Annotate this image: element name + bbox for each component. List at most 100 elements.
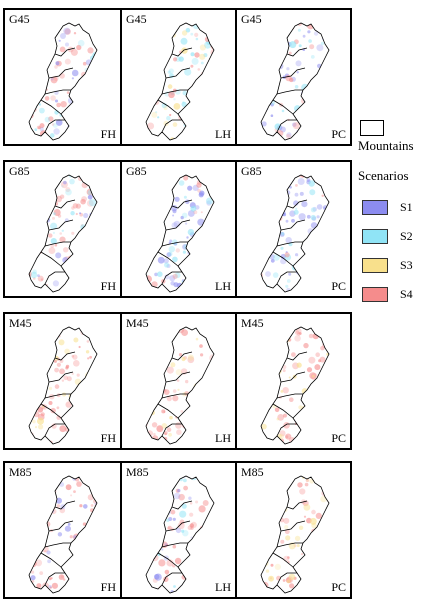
mountain-boundary (161, 423, 182, 437)
map-panel-g45-fh: G45 FH (5, 10, 120, 144)
map-panel-m45-pc: M45 PC (235, 314, 350, 448)
scenario-shading (29, 175, 97, 292)
mountain-boundary (161, 572, 182, 586)
period-label: PC (331, 279, 346, 293)
mountain-boundary (272, 251, 294, 267)
legend-label-s1: S1 (400, 200, 413, 214)
legend-item-s1: S1 (362, 200, 440, 216)
mountain-boundary (276, 119, 297, 133)
scenario-shading (29, 327, 97, 444)
legend-swatch-s1 (362, 200, 388, 215)
model-label: M45 (9, 316, 32, 330)
mountain-boundary (165, 520, 191, 532)
mountain-boundary (157, 403, 179, 419)
map-image (145, 475, 215, 594)
period-label: FH (100, 279, 116, 293)
mountain-boundary (171, 351, 193, 361)
mountain-outline (145, 22, 215, 141)
mountain-boundary (272, 403, 294, 419)
mountain-boundary (276, 271, 297, 285)
period-label: PC (331, 580, 346, 594)
model-label: G45 (9, 12, 30, 26)
period-label: LH (215, 580, 231, 594)
map-image (260, 326, 330, 445)
mountain-boundary (161, 119, 182, 133)
mountain-boundary (44, 89, 71, 95)
scenario-shading (261, 327, 329, 444)
mountains-label: Mountains (358, 138, 414, 153)
mountain-boundary (44, 423, 65, 437)
map-image (28, 174, 98, 293)
mountain-boundary (48, 371, 74, 383)
mountain-boundary (161, 89, 188, 95)
mountain-boundary (54, 199, 76, 209)
mountain-boundary (276, 89, 303, 95)
period-label: FH (100, 580, 116, 594)
mountain-boundary (272, 99, 294, 115)
model-label: G85 (126, 164, 147, 178)
model-label: G45 (241, 12, 262, 26)
legend-item-s4: S4 (362, 287, 440, 303)
mountain-boundary (171, 500, 193, 510)
model-label: G85 (9, 164, 30, 178)
period-label: FH (100, 127, 116, 141)
mountain-boundary (286, 500, 308, 510)
map-panel-g85-pc: G85 PC (235, 162, 350, 296)
mountain-boundary (48, 520, 74, 532)
map-image (28, 475, 98, 594)
scenario-shading (146, 175, 214, 292)
mountain-boundary (54, 351, 76, 361)
mountain-boundary (286, 351, 308, 361)
mountain-boundary (44, 119, 65, 133)
mountain-boundary (171, 47, 193, 57)
mountain-boundary (280, 67, 306, 79)
mountain-boundary (44, 542, 71, 548)
mountain-boundary (44, 572, 65, 586)
legend-item-s3: S3 (362, 258, 440, 274)
mountain-boundary (44, 271, 65, 285)
map-image (260, 174, 330, 293)
period-label: LH (215, 279, 231, 293)
legend-swatch-s4 (362, 287, 388, 302)
scenarios-title: Scenarios (358, 168, 409, 183)
panel-row-m85: M85 FH M85 LH M85 PC (3, 461, 352, 599)
mountain-boundary (280, 520, 306, 532)
mountain-boundary (54, 47, 76, 57)
model-label: M85 (241, 465, 264, 479)
map-panel-g45-lh: G45 LH (120, 10, 235, 144)
legend-label-s4: S4 (400, 287, 413, 301)
mountain-boundary (276, 572, 297, 586)
mountain-boundary (157, 99, 179, 115)
legend-item-s2: S2 (362, 229, 440, 245)
panel-row-g45: G45 FH G45 LH G45 PC (3, 8, 352, 146)
map-panel-m85-fh: M85 FH (5, 463, 120, 597)
scenario-shading (29, 23, 97, 140)
mountain-boundary (40, 251, 62, 267)
mountain-boundary (44, 241, 71, 247)
panel-row-g85: G85 FH G85 LH G85 PC (3, 160, 352, 298)
mountain-outline (260, 475, 330, 594)
mountain-boundary (280, 219, 306, 231)
model-label: G45 (126, 12, 147, 26)
map-panel-m45-lh: M45 LH (120, 314, 235, 448)
model-label: M85 (9, 465, 32, 479)
mountain-boundary (40, 403, 62, 419)
mountain-boundary (276, 241, 303, 247)
mountain-outline (260, 326, 330, 445)
mountain-boundary (161, 393, 188, 399)
map-panel-m85-pc: M85 PC (235, 463, 350, 597)
map-panel-m85-lh: M85 LH (120, 463, 235, 597)
mountain-boundary (157, 552, 179, 568)
mountain-boundary (40, 552, 62, 568)
scenario-shading (146, 327, 214, 444)
mountain-boundary (48, 219, 74, 231)
map-panel-m45-fh: M45 FH (5, 314, 120, 448)
scenario-shading (261, 476, 329, 593)
mountain-boundary (276, 393, 303, 399)
mountain-boundary (286, 199, 308, 209)
legend-swatch-s2 (362, 229, 388, 244)
period-label: LH (215, 127, 231, 141)
mountain-boundary (40, 99, 62, 115)
mountain-boundary (276, 423, 297, 437)
mountain-outline (28, 22, 98, 141)
